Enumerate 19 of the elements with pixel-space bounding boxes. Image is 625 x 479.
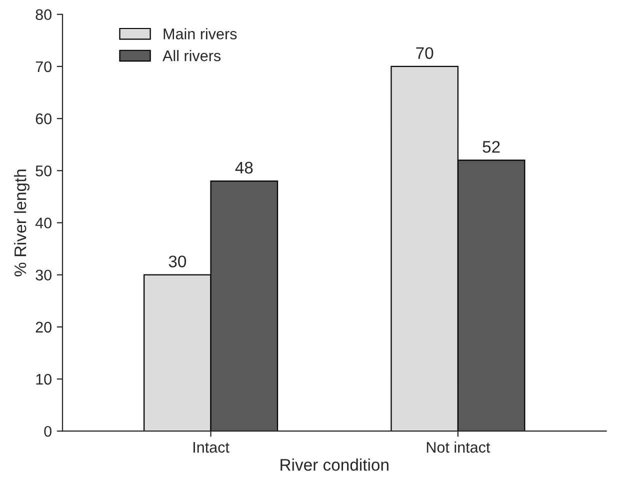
legend-label: All rivers xyxy=(162,50,221,62)
x-axis-title: River condition xyxy=(280,458,388,471)
x-tick-label: Intact xyxy=(194,442,230,453)
y-tick-label: 10 xyxy=(36,374,52,385)
y-tick-label: 80 xyxy=(36,9,52,20)
x-tick-label: Not intact xyxy=(426,442,490,453)
y-tick-label: 0 xyxy=(44,426,52,437)
y-tick-label: 30 xyxy=(36,270,52,281)
data-label: 30 xyxy=(168,256,186,268)
y-axis-title: % River length xyxy=(14,170,30,276)
y-tick-label: 50 xyxy=(36,166,52,176)
legend-label: Main rivers xyxy=(164,28,237,40)
data-label: 48 xyxy=(235,162,253,174)
y-tick-label: 40 xyxy=(35,218,52,228)
y-tick-label: 20 xyxy=(36,322,52,333)
y-tick-label: 60 xyxy=(36,113,52,124)
data-label: 52 xyxy=(482,140,500,153)
data-label: 70 xyxy=(416,47,434,59)
y-tick-label: 70 xyxy=(36,61,52,72)
